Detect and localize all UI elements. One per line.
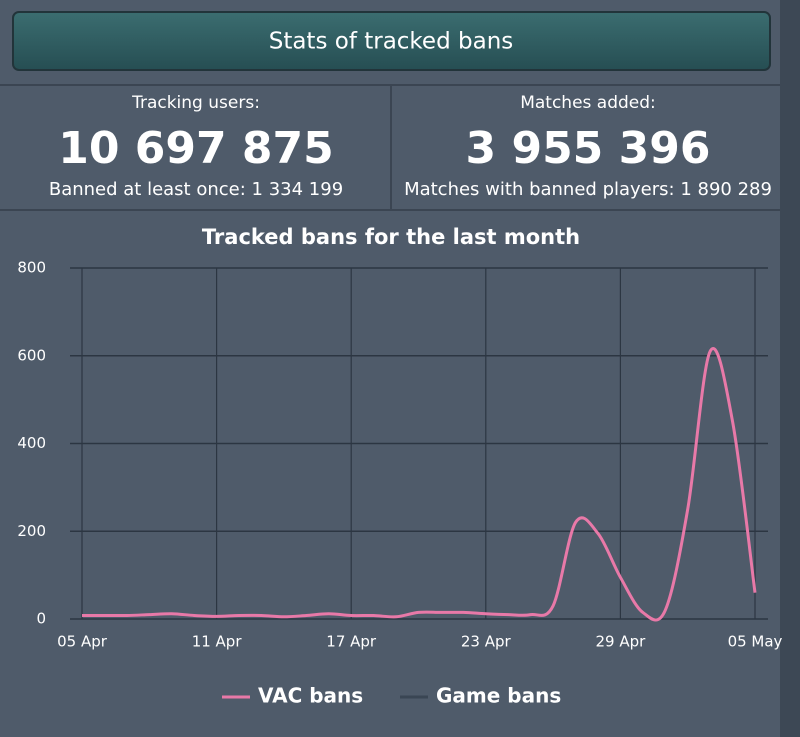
side-strip <box>780 0 800 737</box>
y-tick-label: 400 <box>17 434 46 452</box>
line-series <box>82 347 757 622</box>
x-tick-label: 17 Apr <box>326 633 377 651</box>
stat-value: 3 955 396 <box>466 123 711 174</box>
stat-sub: Matches with banned players: 1 890 289 <box>404 179 772 200</box>
y-tick-label: 0 <box>36 610 46 628</box>
x-tick-label: 05 May <box>728 633 783 651</box>
sub-value: 1 334 199 <box>252 179 344 200</box>
x-tick-label: 11 Apr <box>192 633 243 651</box>
sub-value: 1 890 289 <box>680 179 772 200</box>
stat-value: 10 697 875 <box>58 123 334 174</box>
legend-label: Game bans <box>436 684 561 708</box>
x-tick-label: 29 Apr <box>595 633 646 651</box>
x-tick-label: 05 Apr <box>57 633 108 651</box>
header-title: Stats of tracked bans <box>269 29 514 55</box>
header-button[interactable] <box>12 11 771 71</box>
y-tick-label: 200 <box>17 522 46 540</box>
y-tick-label: 600 <box>17 346 46 364</box>
stat-sub: Banned at least once: 1 334 199 <box>49 179 343 200</box>
stat-label: Matches added: <box>520 93 656 113</box>
sub-label: Banned at least once: <box>49 179 246 200</box>
y-tick-label: 800 <box>17 259 46 277</box>
sub-label: Matches with banned players: <box>404 179 675 200</box>
chart-title: Tracked bans for the last month <box>202 225 580 249</box>
x-tick-label: 23 Apr <box>461 633 512 651</box>
stat-label: Tracking users: <box>131 93 260 113</box>
legend-label: VAC bans <box>258 684 363 708</box>
